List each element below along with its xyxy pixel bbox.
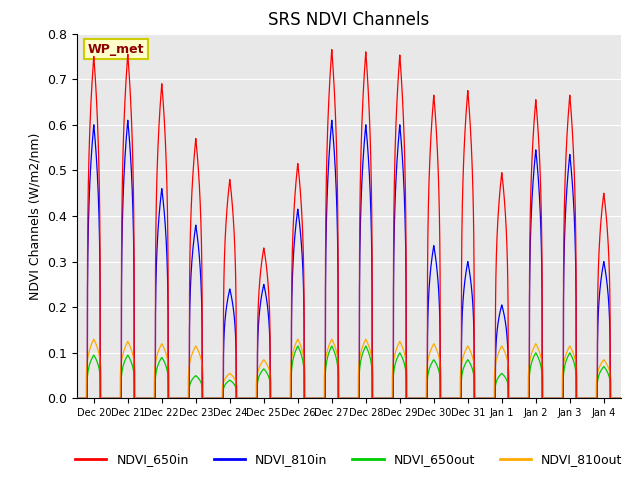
Y-axis label: NDVI Channels (W/m2/nm): NDVI Channels (W/m2/nm): [29, 132, 42, 300]
Text: WP_met: WP_met: [88, 43, 144, 56]
Legend: NDVI_650in, NDVI_810in, NDVI_650out, NDVI_810out: NDVI_650in, NDVI_810in, NDVI_650out, NDV…: [70, 448, 628, 471]
Title: SRS NDVI Channels: SRS NDVI Channels: [268, 11, 429, 29]
